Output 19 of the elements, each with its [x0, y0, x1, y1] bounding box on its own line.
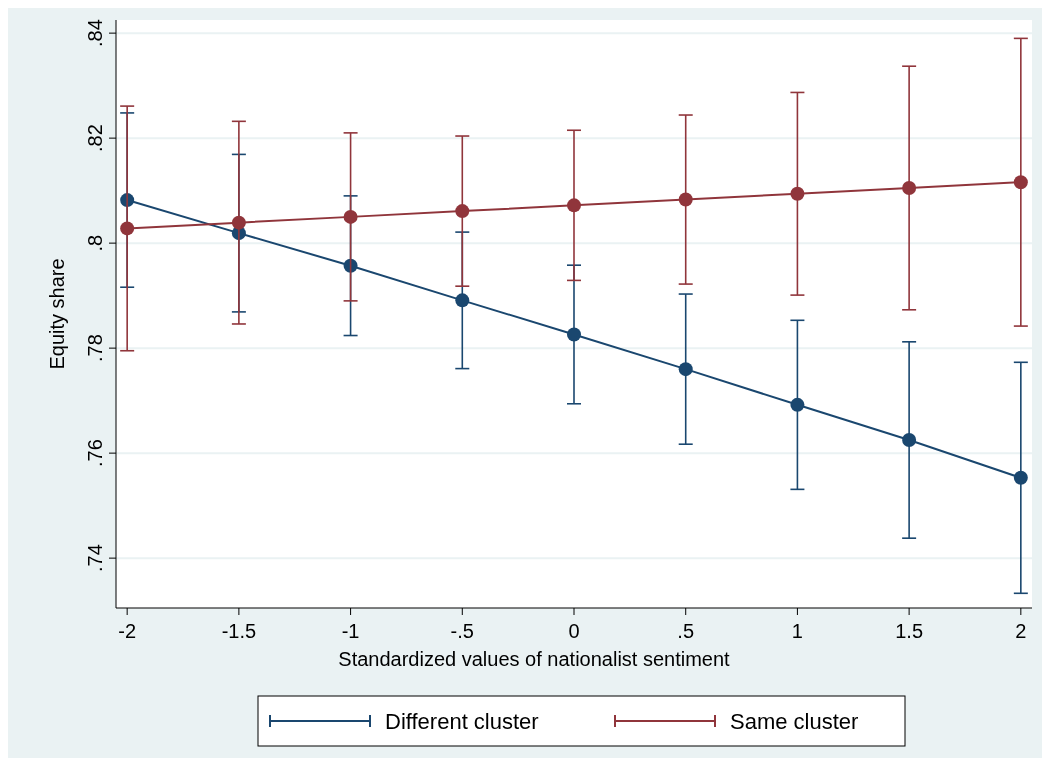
y-axis-title: Equity share	[46, 258, 68, 370]
x-tick-label: -1	[341, 620, 360, 642]
y-tick-label: .8	[84, 234, 106, 252]
y-tick-label: .74	[84, 544, 106, 573]
x-tick-label: 1.5	[895, 620, 924, 642]
x-tick-label: 0	[568, 620, 580, 642]
legend-label: Different cluster	[385, 709, 539, 734]
y-tick-label: .84	[84, 19, 106, 48]
x-tick-label: -1.5	[221, 620, 257, 642]
x-tick-label: -2	[118, 620, 137, 642]
y-tick-label: .78	[84, 334, 106, 363]
legend-label: Same cluster	[730, 709, 859, 734]
x-axis-title: Standardized values of nationalist sentiment	[338, 648, 731, 670]
x-tick-label: 1	[791, 620, 803, 642]
x-tick-label: .5	[677, 620, 695, 642]
y-tick-label: .82	[84, 124, 106, 153]
x-tick-label: 2	[1015, 620, 1027, 642]
y-tick-label: .76	[84, 439, 106, 468]
x-tick-label: -.5	[450, 620, 474, 642]
